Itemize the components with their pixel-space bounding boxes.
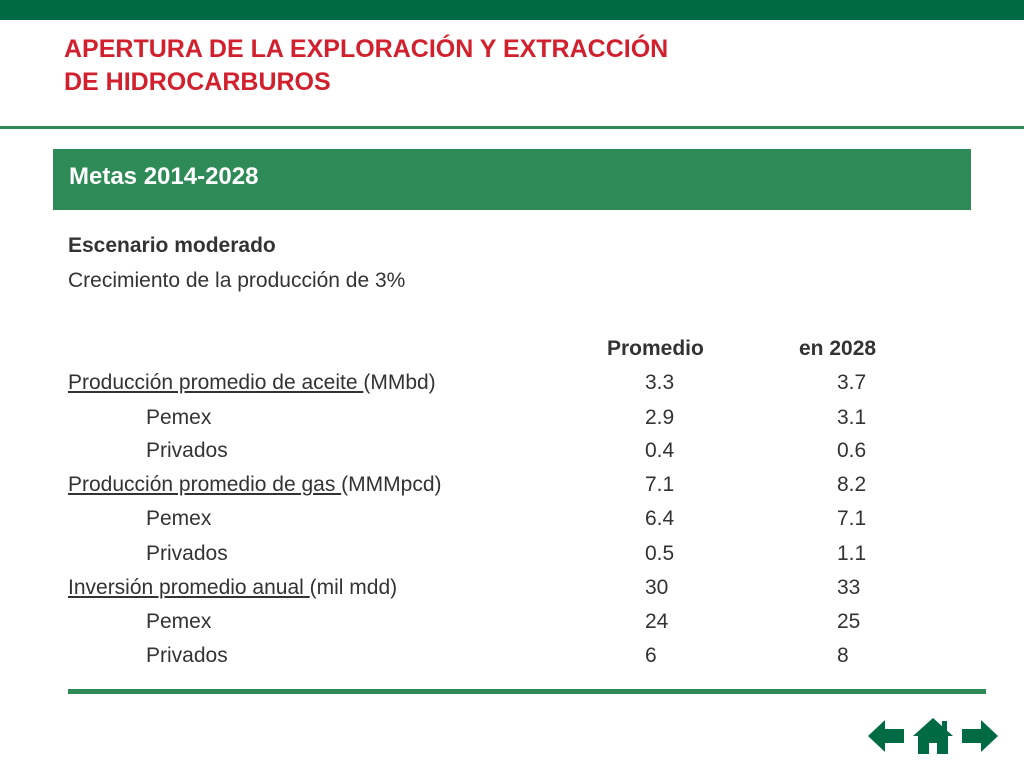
table-row: Pemex 6.4 7.1	[0, 504, 1024, 534]
row-label-underlined: Inversión promedio anual	[68, 576, 310, 599]
bottom-divider	[68, 689, 986, 694]
next-button[interactable]	[960, 716, 1000, 756]
value-2028: 25	[837, 607, 860, 637]
row-label: Inversión promedio anual (mil mdd)	[68, 573, 397, 603]
slide-title: APERTURA DE LA EXPLORACIÓN Y EXTRACCIÓN …	[64, 33, 668, 99]
row-label: Pemex	[146, 504, 211, 534]
section-header: Metas 2014-2028	[53, 149, 971, 210]
value-2028: 0.6	[837, 436, 866, 466]
table-row: Privados 6 8	[0, 641, 1024, 671]
value-promedio: 7.1	[645, 470, 674, 500]
table-row: Producción promedio de gas (MMMpcd) 7.1 …	[0, 470, 1024, 500]
scenario-label: Escenario moderado	[68, 233, 276, 259]
value-promedio: 2.9	[645, 403, 674, 433]
arrow-left-icon	[866, 716, 906, 756]
value-promedio: 0.5	[645, 539, 674, 569]
table-row: Privados 0.4 0.6	[0, 436, 1024, 466]
value-2028: 3.7	[837, 368, 866, 398]
table-row: Inversión promedio anual (mil mdd) 30 33	[0, 573, 1024, 603]
row-unit: (MMbd)	[363, 371, 435, 394]
value-promedio: 30	[645, 573, 668, 603]
row-unit: (mil mdd)	[310, 576, 398, 599]
value-2028: 33	[837, 573, 860, 603]
value-promedio: 3.3	[645, 368, 674, 398]
value-2028: 7.1	[837, 504, 866, 534]
arrow-right-icon	[960, 716, 1000, 756]
column-header-promedio: Promedio	[607, 336, 704, 362]
row-label: Privados	[146, 539, 228, 569]
row-label: Producción promedio de aceite (MMbd)	[68, 368, 436, 398]
column-header-2028: en 2028	[799, 336, 876, 362]
row-label-underlined: Producción promedio de gas	[68, 473, 341, 496]
table-row: Pemex 24 25	[0, 607, 1024, 637]
home-icon	[912, 716, 954, 756]
growth-label: Crecimiento de la producción de 3%	[68, 268, 405, 294]
table-row: Privados 0.5 1.1	[0, 539, 1024, 569]
row-label: Pemex	[146, 607, 211, 637]
value-promedio: 6	[645, 641, 657, 671]
row-unit: (MMMpcd)	[341, 473, 441, 496]
table-row: Pemex 2.9 3.1	[0, 403, 1024, 433]
value-2028: 1.1	[837, 539, 866, 569]
home-button[interactable]	[912, 716, 954, 756]
title-line-1: APERTURA DE LA EXPLORACIÓN Y EXTRACCIÓN	[64, 33, 668, 66]
section-title: Metas 2014-2028	[69, 162, 258, 192]
title-divider	[0, 126, 1024, 129]
row-label: Privados	[146, 641, 228, 671]
value-promedio: 0.4	[645, 436, 674, 466]
title-line-2: DE HIDROCARBUROS	[64, 66, 668, 99]
row-label: Pemex	[146, 403, 211, 433]
top-bar	[0, 0, 1024, 20]
row-label: Producción promedio de gas (MMMpcd)	[68, 470, 442, 500]
value-promedio: 24	[645, 607, 668, 637]
row-label-underlined: Producción promedio de aceite	[68, 371, 363, 394]
value-2028: 8	[837, 641, 849, 671]
back-button[interactable]	[866, 716, 906, 756]
value-2028: 8.2	[837, 470, 866, 500]
table-row: Producción promedio de aceite (MMbd) 3.3…	[0, 368, 1024, 398]
value-2028: 3.1	[837, 403, 866, 433]
value-promedio: 6.4	[645, 504, 674, 534]
row-label: Privados	[146, 436, 228, 466]
